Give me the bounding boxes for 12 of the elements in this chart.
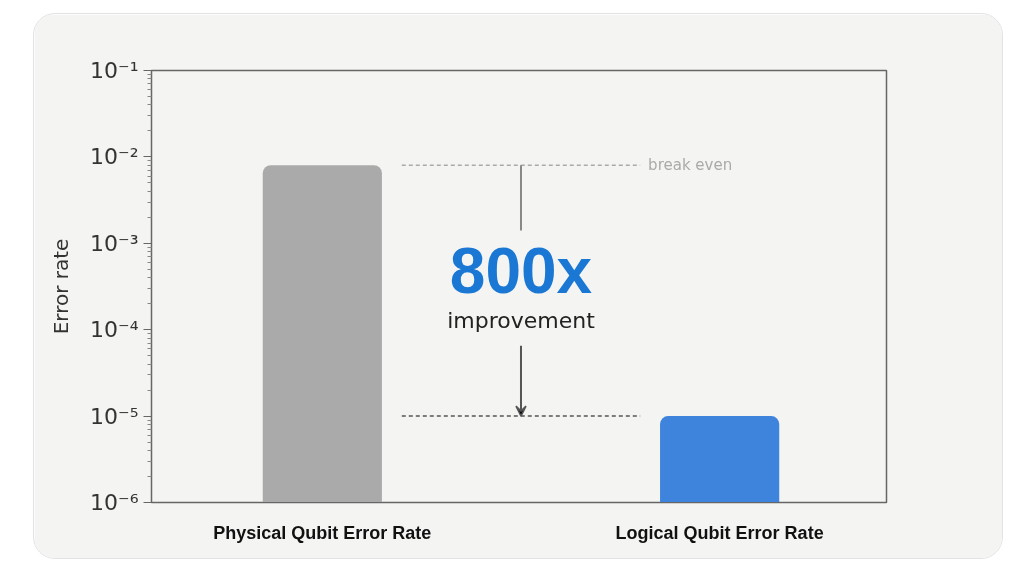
- annotation: improvement: [447, 308, 596, 334]
- y-tick-label: 10⁻⁵: [90, 403, 139, 429]
- y-tick-label: 10⁻³: [90, 230, 139, 256]
- y-tick-label: 10⁻¹: [90, 58, 139, 83]
- x-tick-label: Physical Qubit Error Rate: [213, 522, 432, 543]
- y-axis-title: Error rate: [49, 238, 74, 335]
- x-tick-label: Logical Qubit Error Rate: [615, 522, 824, 543]
- y-tick-label: 10⁻⁴: [90, 317, 139, 343]
- annotation: 800x: [449, 234, 593, 307]
- y-tick-label: 10⁻²: [90, 144, 139, 170]
- y-tick-label: 10⁻⁶: [90, 490, 139, 515]
- ref-line-label: break even: [648, 156, 733, 175]
